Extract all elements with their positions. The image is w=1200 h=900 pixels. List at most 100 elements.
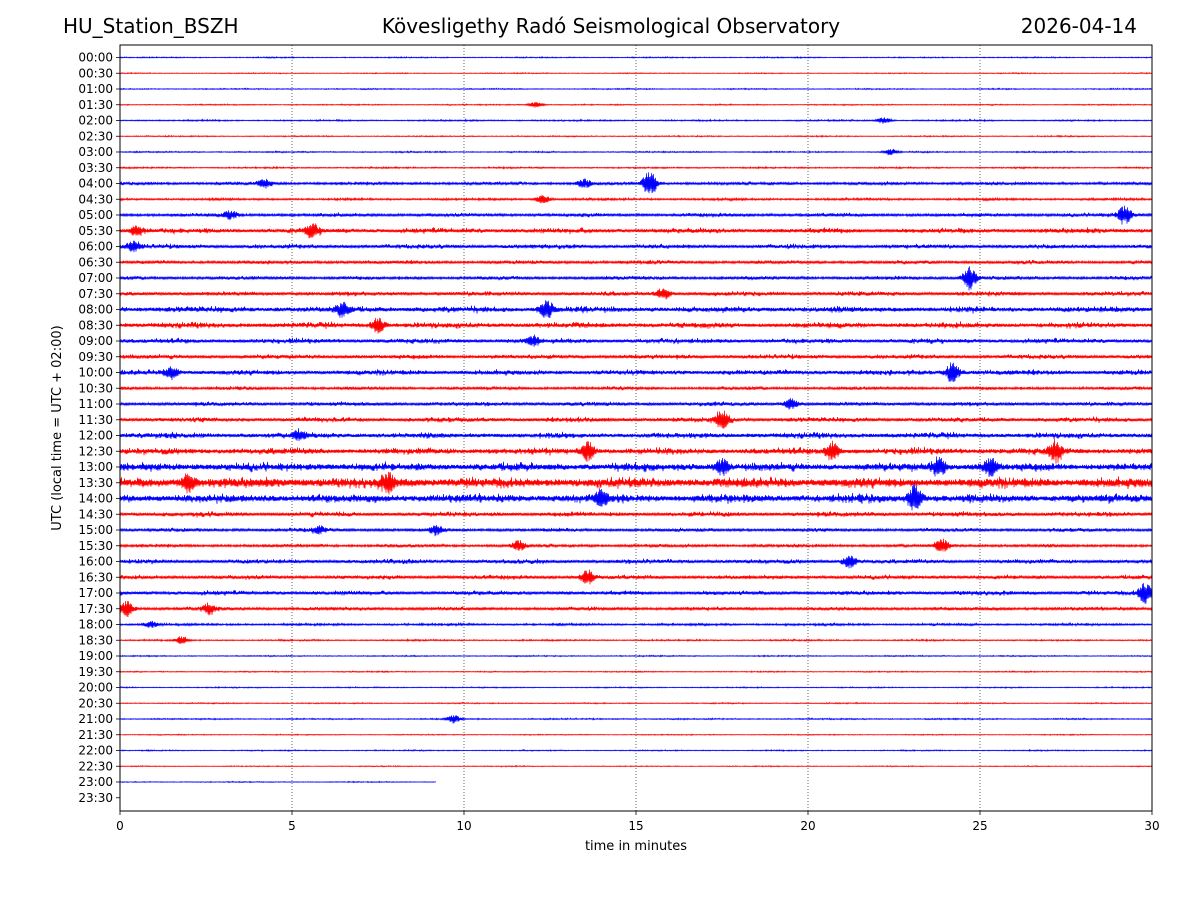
trace-row-0030 (119, 71, 1153, 75)
y-tick-label: 16:30 (78, 570, 113, 584)
y-tick-label: 03:30 (78, 161, 113, 175)
trace-row-2200 (119, 748, 1153, 753)
y-tick-label: 18:30 (78, 633, 113, 647)
x-tick-labels: 0 5 10 15 20 25 30 (116, 811, 1160, 833)
trace-row-0430 (119, 195, 1153, 204)
y-tick-label: 18:00 (78, 618, 113, 632)
trace-row-1330 (119, 471, 1153, 495)
y-tick-label: 20:30 (78, 696, 113, 710)
trace-row-0130 (119, 102, 1153, 108)
y-tick-label: 14:30 (78, 507, 113, 521)
trace-row-2000 (119, 685, 1153, 690)
trace-row-1300 (119, 456, 1153, 478)
x-tick-label: 15 (628, 819, 643, 833)
trace-row-1700 (119, 583, 1153, 604)
y-tick-label: 19:00 (78, 649, 113, 663)
y-tick-label: 02:00 (78, 114, 113, 128)
y-tick-label: 00:30 (78, 66, 113, 80)
trace-row-1230 (119, 438, 1153, 464)
trace-row-0000 (119, 55, 1153, 60)
y-tick-label: 06:00 (78, 240, 113, 254)
trace-row-0330 (119, 165, 1153, 170)
y-tick-label: 04:30 (78, 192, 113, 206)
y-tick-label: 23:30 (78, 791, 113, 805)
trace-row-1100 (119, 398, 1153, 410)
y-tick-label: 20:00 (78, 681, 113, 695)
x-tick-label: 5 (288, 819, 296, 833)
trace-row-1930 (119, 670, 1153, 674)
y-tick-label: 06:30 (78, 255, 113, 269)
trace-row-1900 (119, 654, 1153, 658)
station-title: HU_Station_BSZH (63, 14, 239, 38)
trace-row-0100 (119, 87, 1153, 91)
y-tick-label: 04:00 (78, 177, 113, 191)
trace-row-0730 (119, 288, 1153, 300)
y-tick-label: 05:30 (78, 224, 113, 238)
grid-lines (291, 45, 981, 811)
y-tick-label: 12:00 (78, 429, 113, 443)
y-tick-label: 09:00 (78, 334, 113, 348)
trace-row-0530 (119, 223, 1153, 239)
y-tick-label: 21:30 (78, 728, 113, 742)
y-tick-label: 17:00 (78, 586, 113, 600)
y-tick-label: 02:30 (78, 129, 113, 143)
x-tick-label: 0 (116, 819, 124, 833)
y-tick-label: 21:00 (78, 712, 113, 726)
y-tick-label: 22:30 (78, 759, 113, 773)
trace-row-1200 (119, 428, 1153, 442)
trace-row-0400 (119, 172, 1153, 194)
y-tick-label: 01:30 (78, 98, 113, 112)
trace-row-2030 (119, 701, 1153, 706)
trace-row-0200 (119, 117, 1153, 124)
y-tick-label: 10:00 (78, 366, 113, 380)
trace-row-1530 (119, 538, 1153, 552)
y-tick-label: 13:00 (78, 460, 113, 474)
date-title: 2026-04-14 (1020, 14, 1137, 38)
x-tick-label: 10 (456, 819, 471, 833)
trace-row-0600 (119, 240, 1153, 253)
x-axis-label: time in minutes (585, 839, 687, 854)
trace-row-2230 (119, 764, 1153, 768)
x-tick-label: 30 (1144, 819, 1159, 833)
y-tick-label: 19:30 (78, 665, 113, 679)
trace-row-0930 (119, 353, 1153, 360)
y-tick-label: 15:30 (78, 539, 113, 553)
trace-row-1730 (119, 601, 1153, 618)
y-tick-label: 13:30 (78, 476, 113, 490)
trace-row-2100 (119, 715, 1153, 724)
y-tick-label: 07:00 (78, 271, 113, 285)
trace-row-1830 (119, 636, 1153, 645)
trace-row-0500 (119, 205, 1153, 225)
trace-row-0230 (119, 134, 1153, 139)
y-tick-label: 09:30 (78, 350, 113, 364)
y-tick-label: 03:00 (78, 145, 113, 159)
trace-row-1600 (119, 555, 1153, 569)
trace-row-1030 (119, 385, 1153, 391)
trace-row-0630 (119, 259, 1153, 265)
y-tick-label: 01:00 (78, 82, 113, 96)
y-tick-label: 12:30 (78, 444, 113, 458)
trace-row-0830 (119, 317, 1153, 334)
trace-row-1630 (119, 569, 1153, 585)
y-tick-label: 15:00 (78, 523, 113, 537)
trace-layer (119, 55, 1153, 784)
trace-row-1130 (119, 410, 1153, 429)
trace-row-1500 (119, 524, 1153, 537)
y-tick-label: 22:00 (78, 744, 113, 758)
y-tick-label: 07:30 (78, 287, 113, 301)
trace-row-2300 (119, 780, 437, 784)
y-tick-label: 11:00 (78, 397, 113, 411)
x-tick-label: 25 (972, 819, 987, 833)
y-tick-label: 11:30 (78, 413, 113, 427)
y-tick-label: 23:00 (78, 775, 113, 789)
trace-row-2130 (119, 733, 1153, 737)
trace-row-0700 (119, 266, 1153, 291)
trace-row-0800 (119, 300, 1153, 318)
y-tick-label: 08:00 (78, 303, 113, 317)
trace-row-1800 (119, 620, 1153, 628)
trace-row-1400 (119, 483, 1153, 511)
trace-row-1430 (119, 511, 1153, 518)
trace-row-1000 (119, 362, 1153, 382)
